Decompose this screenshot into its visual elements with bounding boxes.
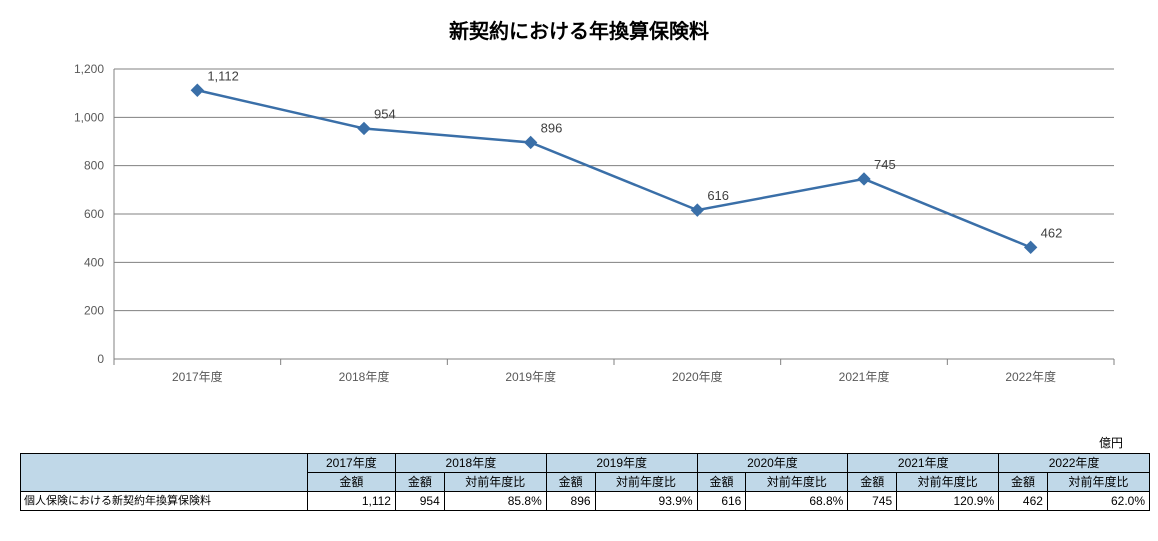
col-year-2020: 2020年度 <box>697 454 848 473</box>
svg-text:800: 800 <box>84 159 104 173</box>
sub-ratio-2018: 対前年度比 <box>444 473 546 492</box>
cell-2021-kingaku: 745 <box>848 492 897 511</box>
cell-2022-ratio: 62.0% <box>1047 492 1149 511</box>
sub-kingaku-2021: 金額 <box>848 473 897 492</box>
svg-text:200: 200 <box>84 304 104 318</box>
svg-text:2019年度: 2019年度 <box>505 369 556 384</box>
cell-2021-ratio: 120.9% <box>897 492 999 511</box>
sub-ratio-2022: 対前年度比 <box>1047 473 1149 492</box>
sub-kingaku-2020: 金額 <box>697 473 746 492</box>
col-year-2019: 2019年度 <box>546 454 697 473</box>
table-data-row: 個人保険における新契約年換算保険料 1,112 954 85.8% 896 93… <box>21 492 1150 511</box>
col-year-2017: 2017年度 <box>307 454 395 473</box>
chart-title: 新契約における年換算保険料 <box>20 15 1138 44</box>
svg-text:0: 0 <box>97 352 104 366</box>
cell-2018-kingaku: 954 <box>395 492 444 511</box>
cell-2020-ratio: 68.8% <box>746 492 848 511</box>
svg-text:1,112: 1,112 <box>207 68 239 83</box>
table-header-row-1: 2017年度 2018年度 2019年度 2020年度 2021年度 2022年… <box>21 454 1150 473</box>
svg-text:616: 616 <box>707 188 729 203</box>
sub-kingaku-2022: 金額 <box>999 473 1048 492</box>
cell-2022-kingaku: 462 <box>999 492 1048 511</box>
svg-text:745: 745 <box>874 157 896 172</box>
cell-2018-ratio: 85.8% <box>444 492 546 511</box>
sub-ratio-2019: 対前年度比 <box>595 473 697 492</box>
cell-2019-kingaku: 896 <box>546 492 595 511</box>
sub-ratio-2020: 対前年度比 <box>746 473 848 492</box>
row-label: 個人保険における新契約年換算保険料 <box>21 492 308 511</box>
svg-text:600: 600 <box>84 207 104 221</box>
svg-text:954: 954 <box>374 106 396 121</box>
svg-text:896: 896 <box>541 120 563 135</box>
cell-2020-kingaku: 616 <box>697 492 746 511</box>
svg-text:2022年度: 2022年度 <box>1005 369 1056 384</box>
svg-text:2021年度: 2021年度 <box>839 369 890 384</box>
line-chart: 0 200 400 600 800 1,000 1,200 2017年度 2018年度 2019年… <box>39 54 1119 414</box>
cell-2017-kingaku: 1,112 <box>307 492 395 511</box>
svg-text:400: 400 <box>84 255 104 269</box>
unit-label: 億円 <box>20 434 1123 451</box>
sub-kingaku-2019: 金額 <box>546 473 595 492</box>
col-year-2021: 2021年度 <box>848 454 999 473</box>
col-year-2018: 2018年度 <box>395 454 546 473</box>
data-table: 2017年度 2018年度 2019年度 2020年度 2021年度 2022年… <box>20 453 1150 511</box>
svg-text:2020年度: 2020年度 <box>672 369 723 384</box>
svg-text:1,000: 1,000 <box>74 110 104 124</box>
cell-2019-ratio: 93.9% <box>595 492 697 511</box>
sub-ratio-2021: 対前年度比 <box>897 473 999 492</box>
svg-text:1,200: 1,200 <box>74 62 104 76</box>
svg-text:2018年度: 2018年度 <box>339 369 390 384</box>
sub-kingaku-2017: 金額 <box>307 473 395 492</box>
sub-kingaku-2018: 金額 <box>395 473 444 492</box>
table-corner <box>21 454 308 492</box>
svg-text:2017年度: 2017年度 <box>172 369 223 384</box>
svg-text:462: 462 <box>1041 225 1063 240</box>
col-year-2022: 2022年度 <box>999 454 1150 473</box>
